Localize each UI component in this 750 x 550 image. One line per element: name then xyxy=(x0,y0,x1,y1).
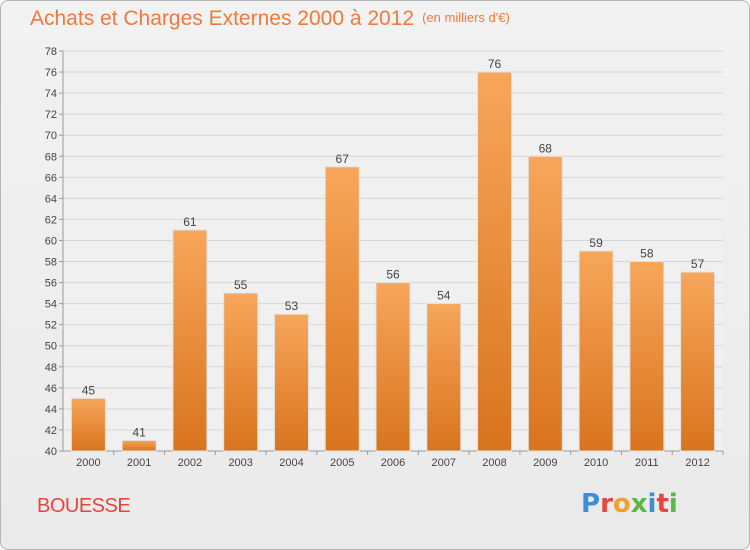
data-label: 61 xyxy=(183,215,197,229)
x-tick-label: 2010 xyxy=(584,457,608,469)
logo-letter: r xyxy=(600,489,613,519)
bar xyxy=(273,313,309,452)
chart-title: Achats et Charges Externes 2000 à 2012 (e… xyxy=(30,7,510,31)
y-tick-label: 76 xyxy=(45,67,57,79)
data-label: 45 xyxy=(82,383,96,397)
y-tick-label: 66 xyxy=(45,172,57,184)
data-label: 58 xyxy=(640,247,654,261)
x-tick-label: 2002 xyxy=(178,457,202,469)
y-tick-label: 70 xyxy=(45,130,57,142)
bar xyxy=(426,303,462,452)
data-label: 67 xyxy=(336,152,350,166)
bar xyxy=(578,250,614,452)
logo-letter: P xyxy=(581,489,601,519)
data-label: 41 xyxy=(132,425,146,439)
y-tick-label: 74 xyxy=(45,88,57,100)
chart-title-unit: (en milliers d'€) xyxy=(422,10,510,25)
data-label: 54 xyxy=(437,289,451,303)
data-label: 57 xyxy=(691,257,705,271)
data-label: 56 xyxy=(386,268,400,282)
x-tick-label: 2001 xyxy=(127,457,151,469)
bar xyxy=(70,397,106,452)
y-tick-label: 54 xyxy=(45,299,57,311)
y-tick-label: 46 xyxy=(45,383,57,395)
y-tick-label: 48 xyxy=(45,362,57,374)
x-tick-label: 2006 xyxy=(381,457,405,469)
y-tick-label: 60 xyxy=(45,235,57,247)
x-tick-label: 2007 xyxy=(432,457,456,469)
y-tick-label: 56 xyxy=(45,278,57,290)
chart-title-text: Achats et Charges Externes 2000 à 2012 xyxy=(30,7,415,30)
data-label: 76 xyxy=(488,57,502,71)
bar xyxy=(527,155,563,452)
commune-name: BOUESSE xyxy=(37,495,131,517)
data-label: 53 xyxy=(285,299,299,313)
x-tick-label: 2009 xyxy=(533,457,557,469)
bar xyxy=(477,71,513,452)
bar xyxy=(375,282,411,452)
y-tick-label: 68 xyxy=(45,151,57,163)
logo-letter: i xyxy=(668,489,678,519)
bar xyxy=(324,166,360,452)
bar xyxy=(121,439,157,452)
logo-letter: o xyxy=(612,489,631,519)
y-tick-label: 42 xyxy=(45,425,57,437)
x-tick-label: 2012 xyxy=(685,457,709,469)
bars xyxy=(70,71,716,452)
bar xyxy=(680,271,716,452)
y-tick-label: 62 xyxy=(45,214,57,226)
y-tick-label: 44 xyxy=(45,404,57,416)
data-label: 68 xyxy=(539,141,553,155)
x-tick-label: 2005 xyxy=(330,457,354,469)
y-tick-label: 52 xyxy=(45,320,57,332)
x-tick-label: 2000 xyxy=(76,457,100,469)
logo-letter: x xyxy=(630,489,648,519)
y-tick-label: 40 xyxy=(45,446,57,458)
y-tick-label: 64 xyxy=(45,193,57,205)
y-tick-label: 72 xyxy=(45,109,57,121)
x-tick-label: 2003 xyxy=(228,457,252,469)
bar xyxy=(223,292,259,452)
y-tick-label: 58 xyxy=(45,257,57,269)
data-label: 59 xyxy=(589,236,603,250)
bar xyxy=(172,229,208,452)
proxiti-logo[interactable]: Proxiti xyxy=(581,489,678,519)
x-tick-label: 2008 xyxy=(482,457,506,469)
axes: 40 42 44 46 48 50 52 54 56 58 60 62 64 66 68 70 72 74 76 78… xyxy=(45,46,724,469)
data-label: 55 xyxy=(234,278,248,292)
y-tick-label: 78 xyxy=(45,46,57,58)
logo-letter: t xyxy=(656,489,669,519)
y-tick-label: 50 xyxy=(45,341,57,353)
x-tick-label: 2004 xyxy=(279,457,303,469)
x-tick-label: 2011 xyxy=(635,457,659,469)
bar xyxy=(629,261,665,452)
data-labels: 45 41 61 55 53 67 56 54 76 68 59 58 57 xyxy=(82,57,705,439)
logo-letter: i xyxy=(647,489,657,519)
